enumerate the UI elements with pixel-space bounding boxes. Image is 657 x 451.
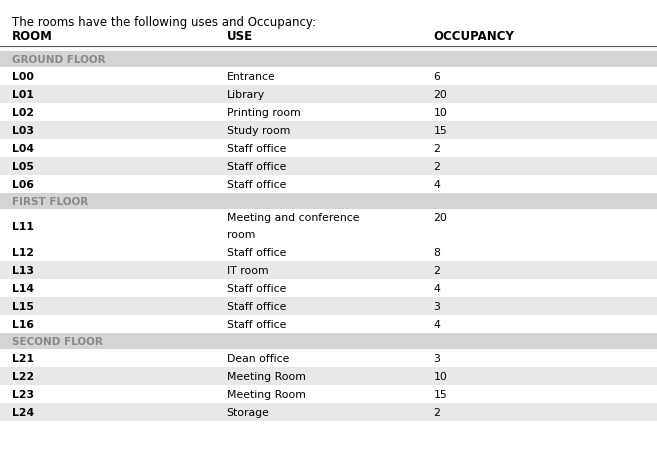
Text: FIRST FLOOR: FIRST FLOOR (12, 197, 88, 207)
Text: L03: L03 (12, 126, 34, 136)
Text: 3: 3 (434, 353, 440, 363)
Text: L00: L00 (12, 72, 34, 82)
Text: L12: L12 (12, 248, 34, 258)
Text: Staff office: Staff office (227, 144, 286, 154)
Text: Staff office: Staff office (227, 301, 286, 311)
Text: Library: Library (227, 90, 265, 100)
Text: Meeting and conference: Meeting and conference (227, 213, 359, 223)
Bar (0, 210, 657, 244)
Text: 4: 4 (434, 283, 440, 293)
Text: 10: 10 (434, 108, 447, 118)
Text: 2: 2 (434, 161, 440, 172)
Text: L23: L23 (12, 389, 34, 399)
Text: Entrance: Entrance (227, 72, 275, 82)
Text: Staff office: Staff office (227, 248, 286, 258)
Bar (0, 333, 657, 349)
Text: L04: L04 (12, 144, 34, 154)
Text: 2: 2 (434, 144, 440, 154)
Text: OCCUPANCY: OCCUPANCY (434, 30, 514, 43)
Bar (0, 86, 657, 104)
Bar (0, 279, 657, 297)
Text: Staff office: Staff office (227, 283, 286, 293)
Text: L01: L01 (12, 90, 34, 100)
Text: L11: L11 (12, 221, 34, 231)
Text: L21: L21 (12, 353, 34, 363)
Bar (0, 193, 657, 210)
Text: room: room (227, 230, 255, 240)
Bar (0, 385, 657, 403)
Text: The rooms have the following uses and Occupancy:: The rooms have the following uses and Oc… (12, 16, 316, 29)
Text: L02: L02 (12, 108, 34, 118)
Bar (0, 28, 657, 46)
Text: GROUND FLOOR: GROUND FLOOR (12, 55, 106, 65)
Bar (0, 297, 657, 315)
Text: Meeting Room: Meeting Room (227, 389, 306, 399)
Bar (0, 175, 657, 193)
Bar (0, 244, 657, 262)
Text: Dean office: Dean office (227, 353, 289, 363)
Text: 15: 15 (434, 126, 447, 136)
Bar (0, 122, 657, 140)
Text: 4: 4 (434, 179, 440, 189)
Text: 15: 15 (434, 389, 447, 399)
Bar (0, 262, 657, 279)
Text: Staff office: Staff office (227, 179, 286, 189)
Text: 2: 2 (434, 407, 440, 417)
Text: SECOND FLOOR: SECOND FLOOR (12, 336, 102, 346)
Bar (0, 68, 657, 86)
Text: L06: L06 (12, 179, 34, 189)
Text: L16: L16 (12, 319, 34, 329)
Text: L13: L13 (12, 265, 34, 276)
Text: 6: 6 (434, 72, 440, 82)
Text: 3: 3 (434, 301, 440, 311)
Text: Meeting Room: Meeting Room (227, 371, 306, 381)
Bar (0, 403, 657, 421)
Bar (0, 367, 657, 385)
Bar (0, 140, 657, 158)
Text: Staff office: Staff office (227, 161, 286, 172)
Text: L15: L15 (12, 301, 34, 311)
Bar (0, 315, 657, 333)
Text: ROOM: ROOM (12, 30, 53, 43)
Bar (0, 104, 657, 122)
Text: L24: L24 (12, 407, 34, 417)
Text: L22: L22 (12, 371, 34, 381)
Bar (0, 349, 657, 367)
Text: IT room: IT room (227, 265, 268, 276)
Text: L05: L05 (12, 161, 34, 172)
Text: Printing room: Printing room (227, 108, 300, 118)
Text: 20: 20 (434, 213, 447, 223)
Text: 8: 8 (434, 248, 440, 258)
Text: 4: 4 (434, 319, 440, 329)
Text: 20: 20 (434, 90, 447, 100)
Bar (0, 52, 657, 68)
Text: USE: USE (227, 30, 253, 43)
Text: L14: L14 (12, 283, 34, 293)
Bar (0, 158, 657, 175)
Text: Study room: Study room (227, 126, 290, 136)
Text: 10: 10 (434, 371, 447, 381)
Text: Storage: Storage (227, 407, 269, 417)
Text: Staff office: Staff office (227, 319, 286, 329)
Text: 2: 2 (434, 265, 440, 276)
